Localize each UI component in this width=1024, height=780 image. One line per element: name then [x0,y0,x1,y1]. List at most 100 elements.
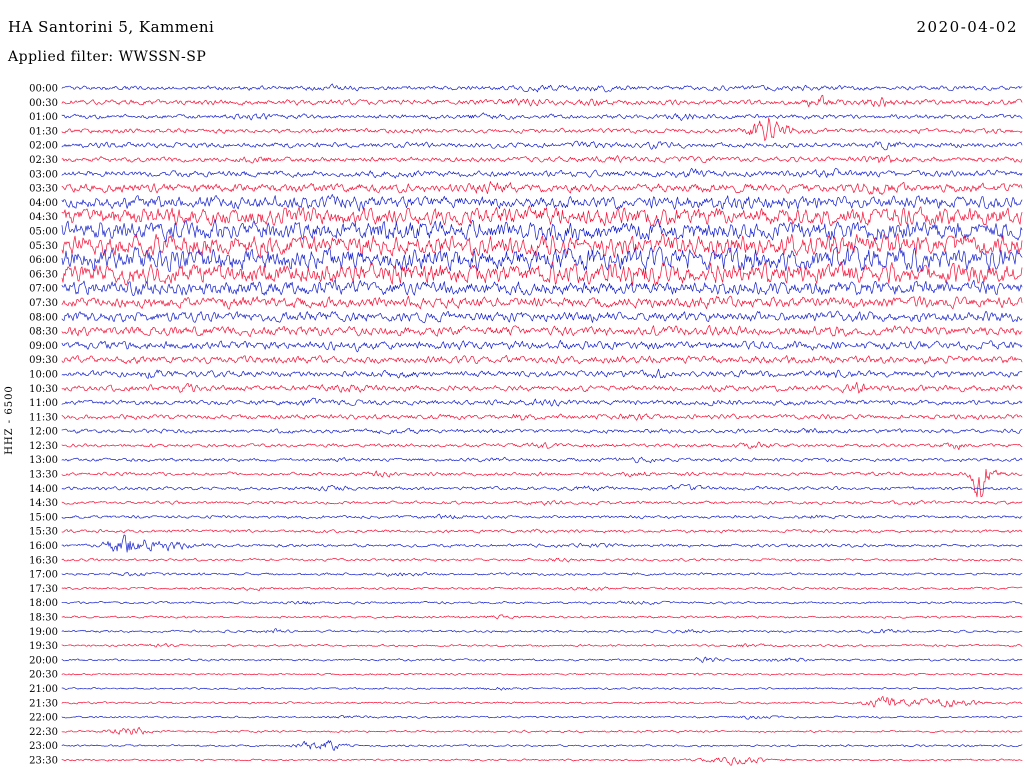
time-label: 15:00 [29,512,58,523]
seismogram-trace [61,413,1023,421]
seismogram-trace [61,715,1023,720]
filter-label: Applied filter: WWSSN-SP [8,49,207,65]
time-label: 22:00 [29,713,58,724]
seismogram-trace [61,600,1023,605]
seismogram-trace [61,468,1023,498]
seismogram-trace [61,696,1023,708]
time-label: 21:30 [29,698,58,709]
seismogram-trace [61,261,1023,287]
seismogram-trace [61,643,1023,648]
time-label: 04:00 [29,198,58,209]
seismogram-trace [61,740,1023,751]
time-label: 12:00 [29,427,58,438]
seismogram-trace [61,245,1023,273]
time-label: 08:00 [29,312,58,323]
time-label: 10:30 [29,384,58,395]
record-date: 2020-04-02 [916,18,1018,36]
seismogram-trace [61,279,1023,297]
time-label: 14:30 [29,498,58,509]
time-label: 02:00 [29,141,58,152]
time-label: 09:00 [29,341,58,352]
time-label: 21:00 [29,684,58,695]
seismogram-trace [61,295,1023,310]
time-label: 20:00 [29,655,58,666]
seismogram-trace [61,233,1023,258]
seismogram-trace [61,513,1023,520]
seismogram-trace [61,456,1023,464]
seismogram-trace [61,557,1023,563]
seismogram-trace [61,628,1023,634]
time-label: 03:00 [29,169,58,180]
seismogram-trace [61,381,1023,394]
seismogram-trace [61,656,1023,663]
time-label: 09:30 [29,355,58,366]
seismogram-trace [61,586,1023,592]
seismogram-trace [61,368,1023,379]
time-label: 23:00 [29,741,58,752]
seismogram-trace [61,83,1023,93]
seismogram-trace [61,672,1023,676]
time-label: 05:00 [29,227,58,238]
seismogram-trace [61,355,1023,365]
seismogram-trace [61,499,1023,506]
seismogram-trace [61,687,1023,691]
seismogram-trace [61,112,1023,121]
time-label: 06:00 [29,255,58,266]
time-label: 04:30 [29,212,58,223]
seismogram-trace [61,140,1023,151]
time-label: 22:30 [29,727,58,738]
time-label: 07:00 [29,284,58,295]
seismogram-trace [61,614,1023,620]
time-label: 17:00 [29,570,58,581]
seismogram-trace [61,528,1023,534]
time-label: 13:30 [29,470,58,481]
time-label: 18:00 [29,598,58,609]
seismogram-trace [61,194,1023,212]
seismogram-trace [61,117,1023,141]
time-label: 16:00 [29,541,58,552]
time-label: 13:00 [29,455,58,466]
time-label: 12:30 [29,441,58,452]
seismogram-trace [61,484,1023,492]
time-label: 07:30 [29,298,58,309]
seismogram-trace [61,219,1023,243]
seismogram-trace [61,726,1023,735]
seismogram-trace [61,205,1023,227]
seismogram-trace [61,757,1023,766]
seismogram-trace [61,441,1023,451]
time-label: 02:30 [29,155,58,166]
time-label: 01:30 [29,126,58,137]
seismogram-trace [61,181,1023,195]
time-label: 10:00 [29,370,58,381]
seismogram-trace [61,94,1023,108]
seismogram-trace [61,397,1023,407]
y-axis-label: HHZ - 6500 [4,385,15,455]
time-label: 11:00 [29,398,58,409]
time-label: 11:30 [29,412,58,423]
time-label: 00:00 [29,84,58,95]
time-label: 14:00 [29,484,58,495]
time-label: 05:30 [29,241,58,252]
time-label: 23:30 [29,756,58,767]
time-label: 03:30 [29,184,58,195]
time-label: 15:30 [29,527,58,538]
station-title: HA Santorini 5, Kammeni [8,18,215,36]
time-label: 19:30 [29,641,58,652]
time-label: 00:30 [29,98,58,109]
seismogram-trace [61,167,1023,179]
seismogram-trace [61,154,1023,164]
seismogram-trace [61,325,1023,338]
time-label: 01:00 [29,112,58,123]
seismogram-trace [61,339,1023,353]
seismogram-trace [61,571,1023,577]
time-label: 08:30 [29,327,58,338]
time-label: 18:30 [29,613,58,624]
time-label: 19:00 [29,627,58,638]
time-label: 20:30 [29,670,58,681]
seismogram-trace [61,427,1023,435]
seismogram-trace [61,310,1023,324]
time-label: 06:30 [29,269,58,280]
time-label: 17:30 [29,584,58,595]
